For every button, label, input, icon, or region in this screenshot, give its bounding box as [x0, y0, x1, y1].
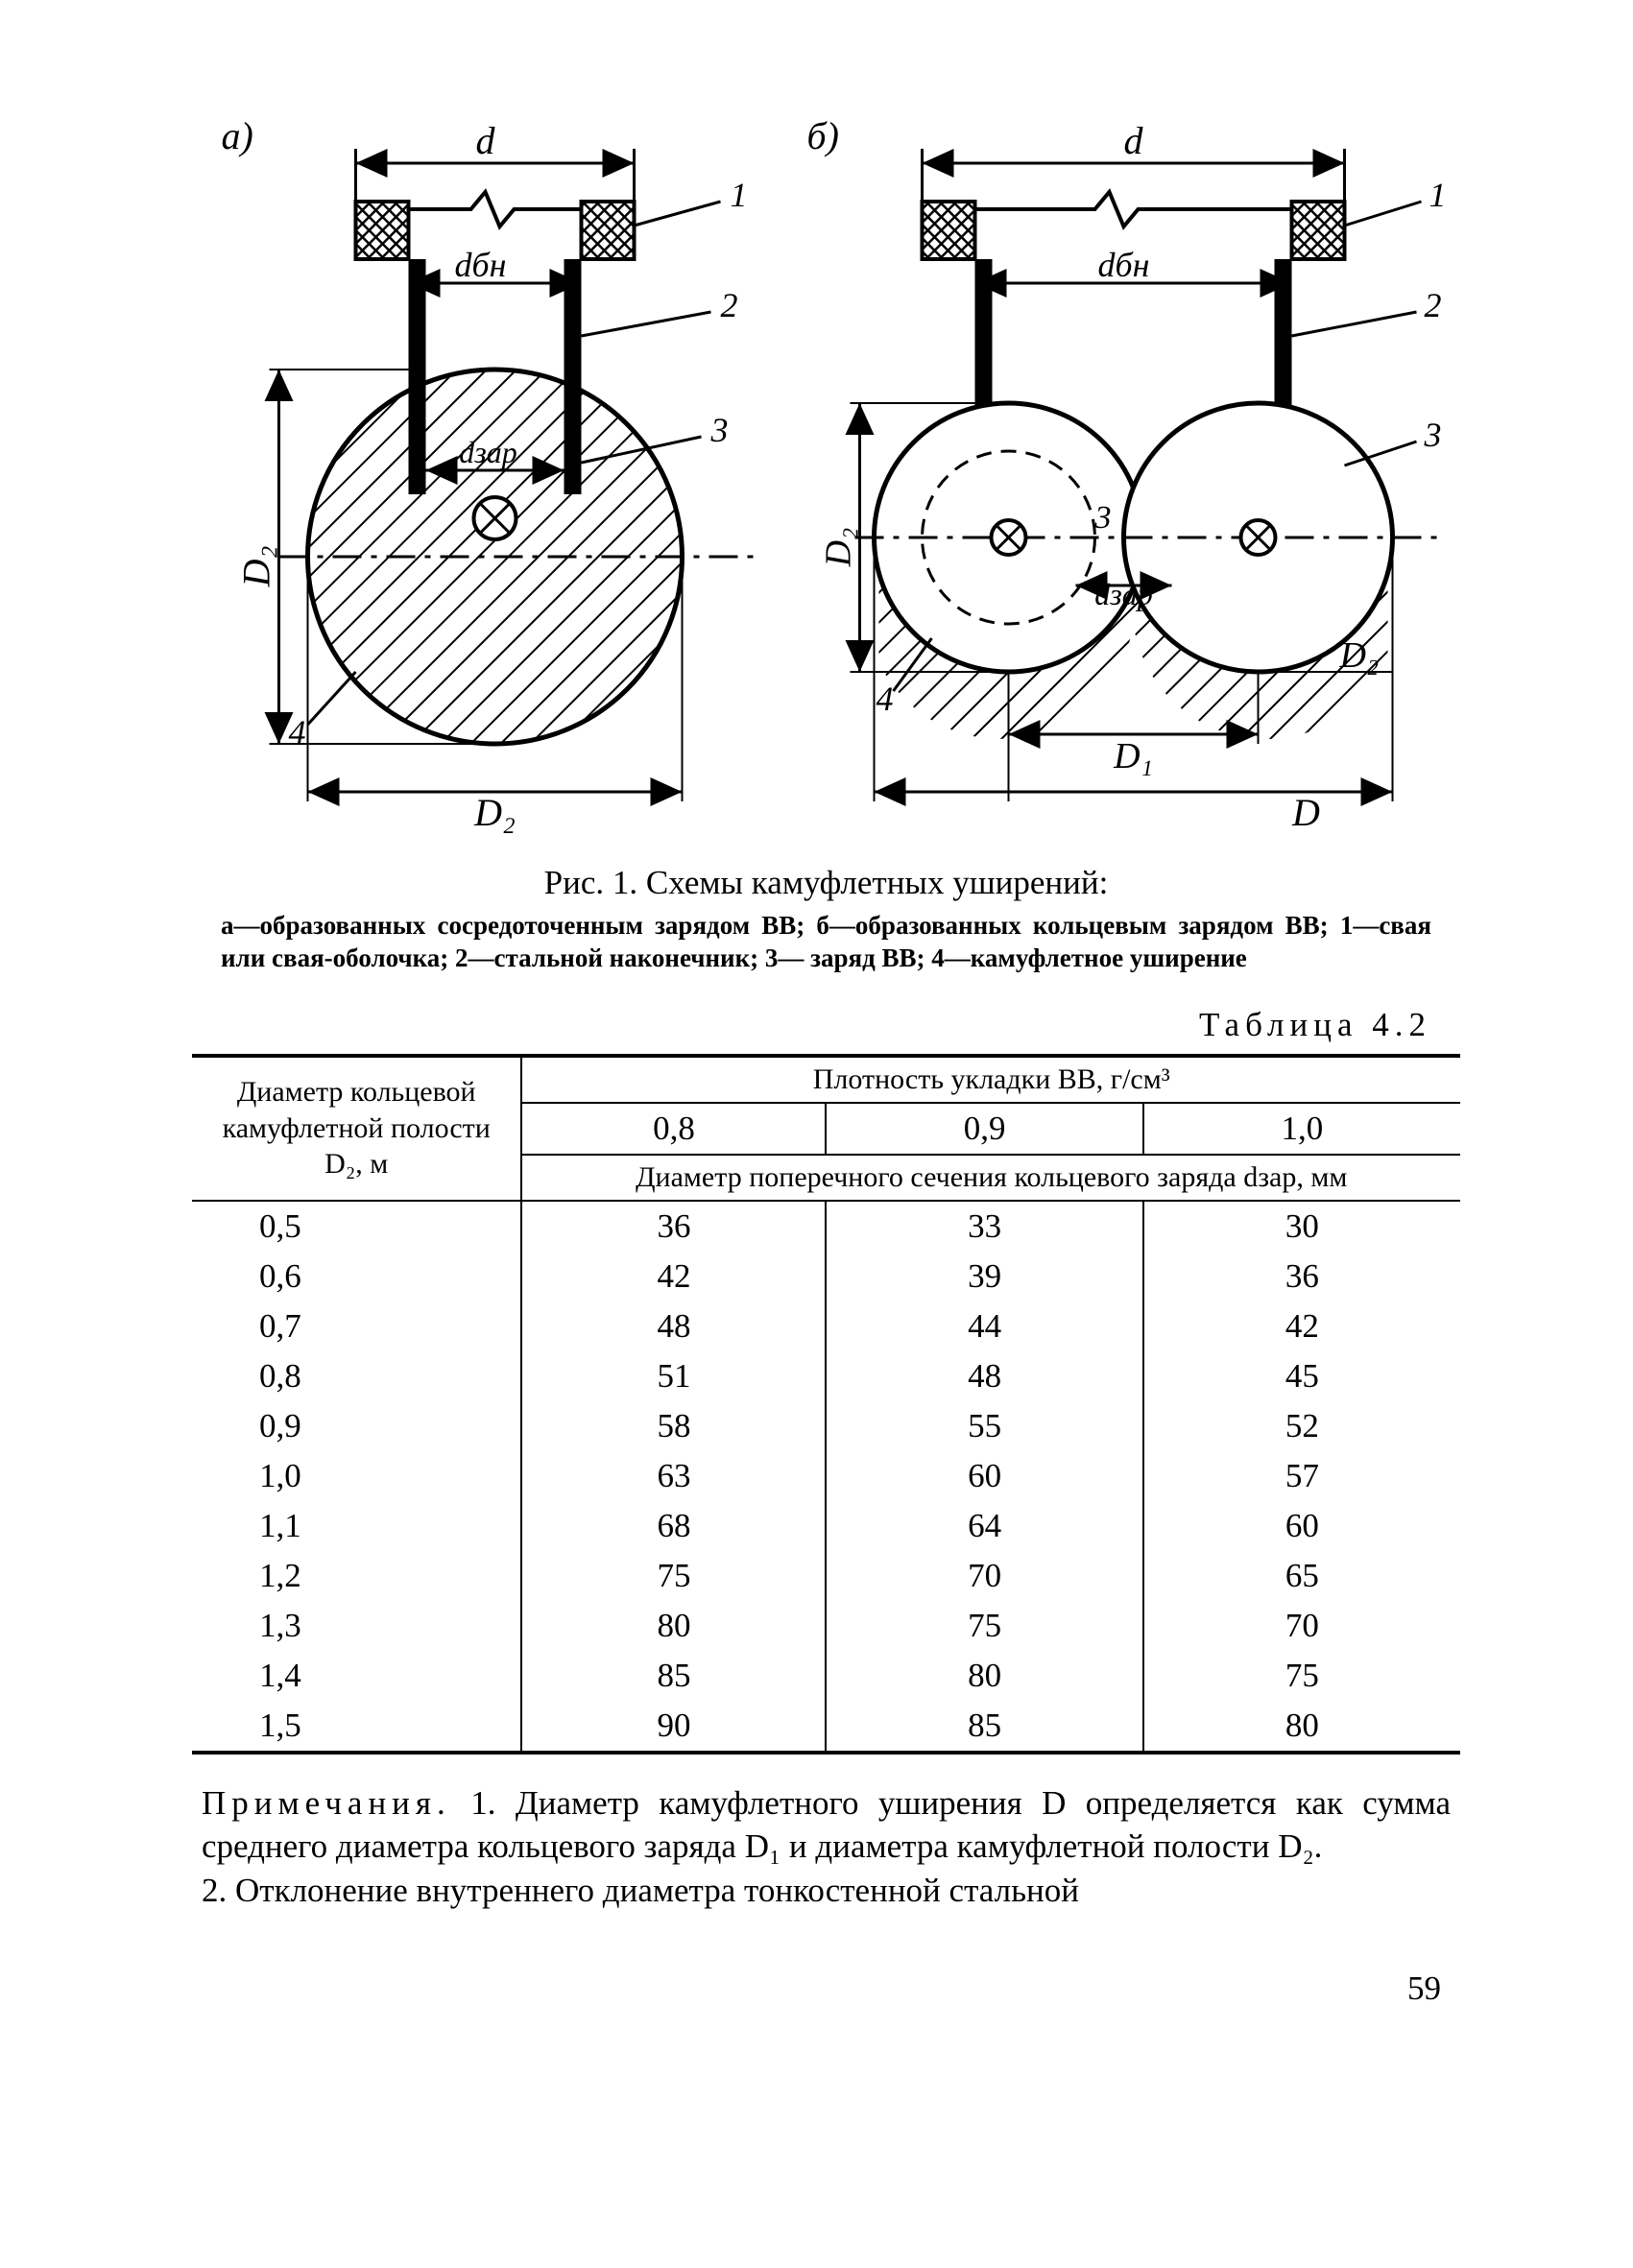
dim-D2v-a: D₂	[235, 546, 278, 588]
dens-1: 0,9	[826, 1103, 1142, 1155]
sub-header: Диаметр поперечного сечения кольцевого з…	[521, 1155, 1460, 1201]
panel-a-label: а)	[222, 114, 253, 157]
cell: 45	[1143, 1351, 1460, 1401]
cell: 64	[826, 1501, 1142, 1551]
cell: 75	[521, 1551, 826, 1601]
cell: 85	[826, 1701, 1142, 1753]
dim-dbn-b: dбн	[1098, 246, 1150, 284]
cell: 42	[521, 1252, 826, 1301]
cell: 1,2	[192, 1551, 521, 1601]
notes: Примечания. 1. Диаметр камуфлетного ушир…	[202, 1781, 1451, 1913]
cell: 0,8	[192, 1351, 521, 1401]
cell: 68	[521, 1501, 826, 1551]
table-row: 0,7484442	[192, 1301, 1460, 1351]
cell: 60	[1143, 1501, 1460, 1551]
cell: 0,7	[192, 1301, 521, 1351]
figure-caption-sub: а—образованных сосредоточенным зарядом В…	[221, 910, 1431, 975]
cell: 48	[826, 1351, 1142, 1401]
cell: 80	[1143, 1701, 1460, 1753]
dim-D: D	[1291, 791, 1320, 834]
table-row: 0,8514845	[192, 1351, 1460, 1401]
cell: 1,4	[192, 1651, 521, 1701]
callout-2-b: 2	[1425, 286, 1442, 324]
cell: 75	[826, 1601, 1142, 1651]
dim-D2v-b: D₂	[819, 528, 859, 568]
cell: 48	[521, 1301, 826, 1351]
cell: 39	[826, 1252, 1142, 1301]
dens-0: 0,8	[521, 1103, 826, 1155]
table-row: 0,6423936	[192, 1252, 1460, 1301]
callout-4-b: 4	[877, 680, 894, 718]
cell: 57	[1143, 1451, 1460, 1501]
dim-D2h-a: D₂	[473, 791, 516, 834]
cell: 44	[826, 1301, 1142, 1351]
cell: 42	[1143, 1301, 1460, 1351]
note-2: 2. Отклонение внутреннего диаметра тонко…	[202, 1872, 1079, 1909]
callout-3-b-inner: 3	[1094, 500, 1112, 536]
callout-3-a: 3	[710, 411, 729, 449]
cell: 80	[521, 1601, 826, 1651]
row-header: Диаметр кольцевой камуфлетной полости D₂…	[192, 1056, 521, 1201]
notes-lead: Примечания.	[202, 1784, 451, 1822]
cell: 75	[1143, 1651, 1460, 1701]
callout-4-a: 4	[289, 713, 306, 752]
dim-D2-right: D₂	[1339, 635, 1380, 676]
table-row: 1,5908580	[192, 1701, 1460, 1753]
panel-b-label: б)	[807, 114, 839, 157]
table-row: 1,1686460	[192, 1501, 1460, 1551]
cell: 90	[521, 1701, 826, 1753]
cell: 36	[521, 1201, 826, 1252]
callout-1-b: 1	[1429, 176, 1447, 214]
table-row: 1,3807570	[192, 1601, 1460, 1651]
page-number: 59	[192, 1970, 1460, 2008]
cell: 85	[521, 1651, 826, 1701]
cell: 1,1	[192, 1501, 521, 1551]
dim-d-b: d	[1124, 119, 1144, 162]
callout-2-a: 2	[721, 286, 738, 324]
table-row: 1,2757065	[192, 1551, 1460, 1601]
cell: 1,3	[192, 1601, 521, 1651]
cell: 63	[521, 1451, 826, 1501]
dim-dzar-b: dзар	[1094, 577, 1152, 611]
density-header: Плотность укладки ВВ, г/см³	[521, 1056, 1460, 1103]
table-4-2: Диаметр кольцевой камуфлетной полости D₂…	[192, 1054, 1460, 1755]
cell: 60	[826, 1451, 1142, 1501]
cell: 30	[1143, 1201, 1460, 1252]
cell: 0,5	[192, 1201, 521, 1252]
dim-d-a: d	[476, 119, 496, 162]
table-row: 1,4858075	[192, 1651, 1460, 1701]
cell: 65	[1143, 1551, 1460, 1601]
dim-D1: D₁	[1113, 736, 1153, 776]
cell: 1,5	[192, 1701, 521, 1753]
cell: 70	[826, 1551, 1142, 1601]
cell: 52	[1143, 1401, 1460, 1451]
cell: 58	[521, 1401, 826, 1451]
figure-caption-title: Рис. 1. Схемы камуфлетных уширений:	[192, 864, 1460, 902]
table-row: 0,5363330	[192, 1201, 1460, 1252]
cell: 0,6	[192, 1252, 521, 1301]
figure-1: а) d 1 dбн	[192, 96, 1460, 835]
cell: 33	[826, 1201, 1142, 1252]
table-row: 1,0636057	[192, 1451, 1460, 1501]
callout-3-b: 3	[1424, 416, 1442, 454]
dens-2: 1,0	[1143, 1103, 1460, 1155]
dim-dzar-a: dзар	[459, 435, 516, 469]
cell: 80	[826, 1651, 1142, 1701]
callout-1-a: 1	[731, 176, 748, 214]
cell: 51	[521, 1351, 826, 1401]
cell: 55	[826, 1401, 1142, 1451]
dim-dbn-a: dбн	[455, 246, 507, 284]
cell: 1,0	[192, 1451, 521, 1501]
cell: 0,9	[192, 1401, 521, 1451]
table-label: Таблица 4.2	[192, 1006, 1431, 1044]
table-row: 0,9585552	[192, 1401, 1460, 1451]
cell: 70	[1143, 1601, 1460, 1651]
cell: 36	[1143, 1252, 1460, 1301]
